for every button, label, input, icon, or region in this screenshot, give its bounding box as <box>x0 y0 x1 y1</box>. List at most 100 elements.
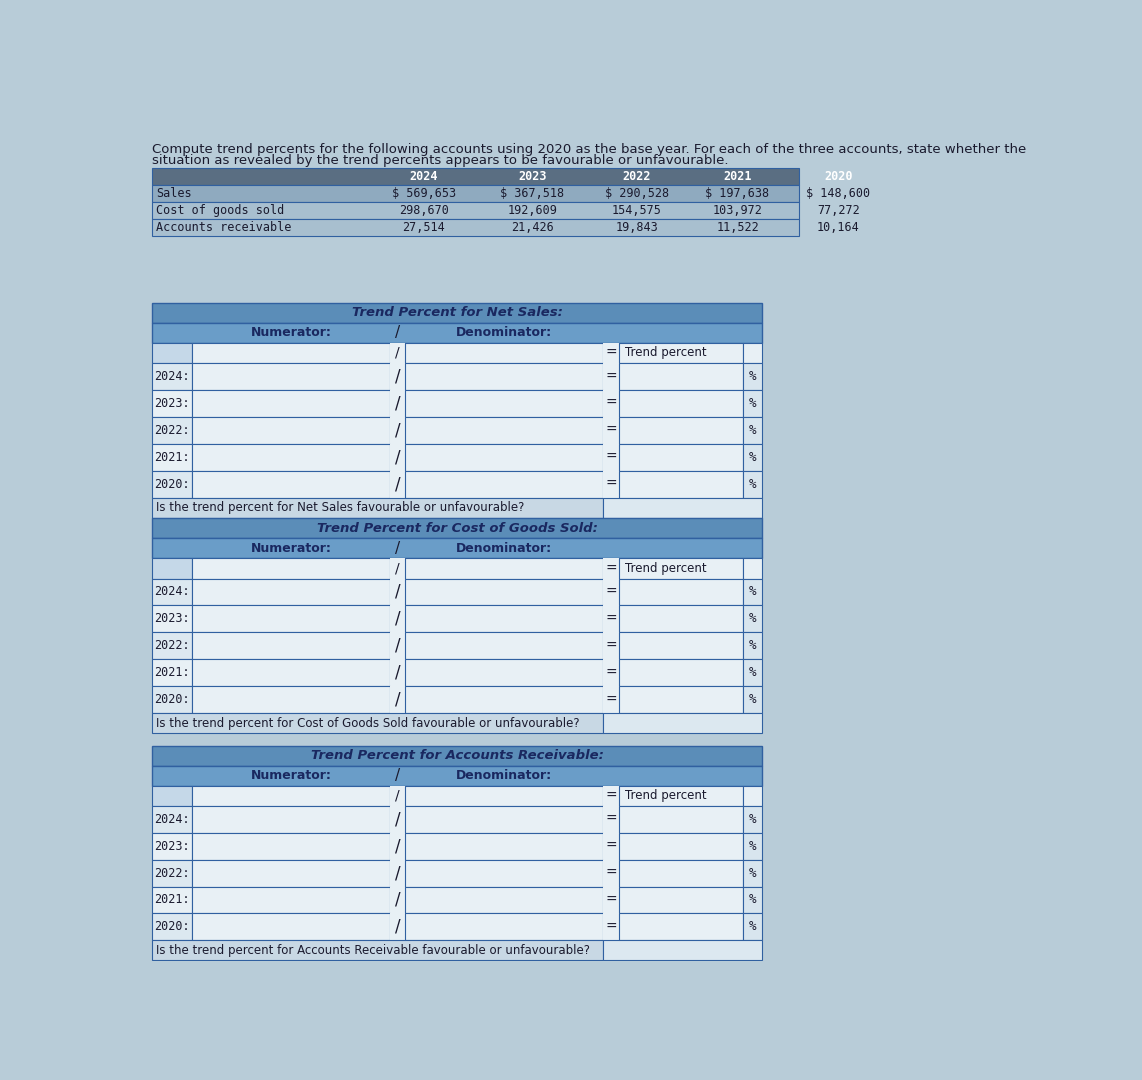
Bar <box>603 713 762 733</box>
Bar <box>742 363 762 390</box>
Bar <box>152 713 603 733</box>
Bar <box>389 579 405 606</box>
Text: %: % <box>748 612 756 625</box>
Bar <box>152 539 762 558</box>
Text: 2020:: 2020: <box>154 477 190 490</box>
Bar <box>405 914 603 941</box>
Bar <box>619 686 742 713</box>
Bar <box>619 579 742 606</box>
Bar <box>405 579 603 606</box>
Bar <box>405 342 603 363</box>
Text: =: = <box>605 839 617 853</box>
Text: 2023: 2023 <box>518 170 546 184</box>
Text: =: = <box>605 346 617 360</box>
Bar <box>742 785 762 806</box>
Bar <box>192 444 389 471</box>
Text: /: / <box>395 475 401 494</box>
Bar <box>192 417 389 444</box>
Bar <box>742 558 762 579</box>
Bar <box>389 887 405 914</box>
Bar <box>603 686 619 713</box>
Bar <box>192 660 389 686</box>
Text: =: = <box>605 639 617 653</box>
Text: Is the trend percent for Net Sales favourable or unfavourable?: Is the trend percent for Net Sales favou… <box>156 501 524 514</box>
Bar <box>192 785 389 806</box>
Bar <box>603 342 619 363</box>
Text: %: % <box>748 585 756 598</box>
Text: /: / <box>395 346 400 360</box>
Bar <box>603 785 619 806</box>
Bar <box>192 633 389 660</box>
Bar <box>152 633 192 660</box>
Bar <box>619 914 742 941</box>
Bar <box>152 860 192 887</box>
Text: 2023:: 2023: <box>154 839 190 852</box>
Bar <box>152 444 192 471</box>
Text: situation as revealed by the trend percents appears to be favourable or unfavour: situation as revealed by the trend perce… <box>152 154 729 167</box>
Bar <box>742 914 762 941</box>
Text: Trend Percent for Net Sales:: Trend Percent for Net Sales: <box>352 307 563 320</box>
Text: %: % <box>748 666 756 679</box>
Text: Accounts receivable: Accounts receivable <box>156 221 291 234</box>
Bar <box>192 833 389 860</box>
Text: $ 148,600: $ 148,600 <box>806 187 870 200</box>
Bar <box>405 390 603 417</box>
Bar <box>742 633 762 660</box>
Bar <box>389 633 405 660</box>
Bar <box>152 471 192 498</box>
Bar <box>619 558 742 579</box>
Bar <box>405 785 603 806</box>
Text: 2021:: 2021: <box>154 666 190 679</box>
Bar <box>152 390 192 417</box>
Text: /: / <box>395 583 401 600</box>
Bar <box>405 363 603 390</box>
Bar <box>742 686 762 713</box>
Bar <box>389 686 405 713</box>
Text: %: % <box>748 866 756 879</box>
Bar <box>619 785 742 806</box>
Bar <box>405 444 603 471</box>
Text: %: % <box>748 450 756 463</box>
Bar <box>619 471 742 498</box>
Text: 2021:: 2021: <box>154 893 190 906</box>
Text: 2022:: 2022: <box>154 866 190 879</box>
Text: 154,575: 154,575 <box>612 204 661 217</box>
Text: %: % <box>748 369 756 383</box>
Bar <box>619 606 742 633</box>
Bar <box>389 860 405 887</box>
Text: =: = <box>605 866 617 880</box>
Bar <box>152 579 192 606</box>
Text: =: = <box>605 666 617 679</box>
Text: =: = <box>605 692 617 706</box>
Text: /: / <box>395 918 401 936</box>
Bar <box>603 444 619 471</box>
Text: Cost of goods sold: Cost of goods sold <box>156 204 284 217</box>
Text: %: % <box>748 812 756 825</box>
Bar <box>603 887 619 914</box>
Text: =: = <box>605 893 617 907</box>
Bar <box>619 887 742 914</box>
Text: =: = <box>605 369 617 383</box>
Text: Denominator:: Denominator: <box>456 542 553 555</box>
Bar <box>152 686 192 713</box>
Text: $ 290,528: $ 290,528 <box>605 187 669 200</box>
Text: /: / <box>395 637 401 654</box>
Text: /: / <box>395 394 401 413</box>
Text: 2021:: 2021: <box>154 450 190 463</box>
Bar <box>405 471 603 498</box>
Text: %: % <box>748 423 756 436</box>
Bar <box>192 342 389 363</box>
Text: $ 197,638: $ 197,638 <box>706 187 770 200</box>
Text: %: % <box>748 693 756 706</box>
Bar <box>152 168 799 185</box>
Bar <box>405 860 603 887</box>
Bar <box>405 686 603 713</box>
Bar <box>152 219 799 235</box>
Text: =: = <box>605 450 617 464</box>
Text: /: / <box>395 810 401 828</box>
Text: =: = <box>605 477 617 491</box>
Bar <box>152 363 192 390</box>
Bar <box>619 342 742 363</box>
Text: Is the trend percent for Accounts Receivable favourable or unfavourable?: Is the trend percent for Accounts Receiv… <box>156 944 590 957</box>
Text: 2020:: 2020: <box>154 693 190 706</box>
